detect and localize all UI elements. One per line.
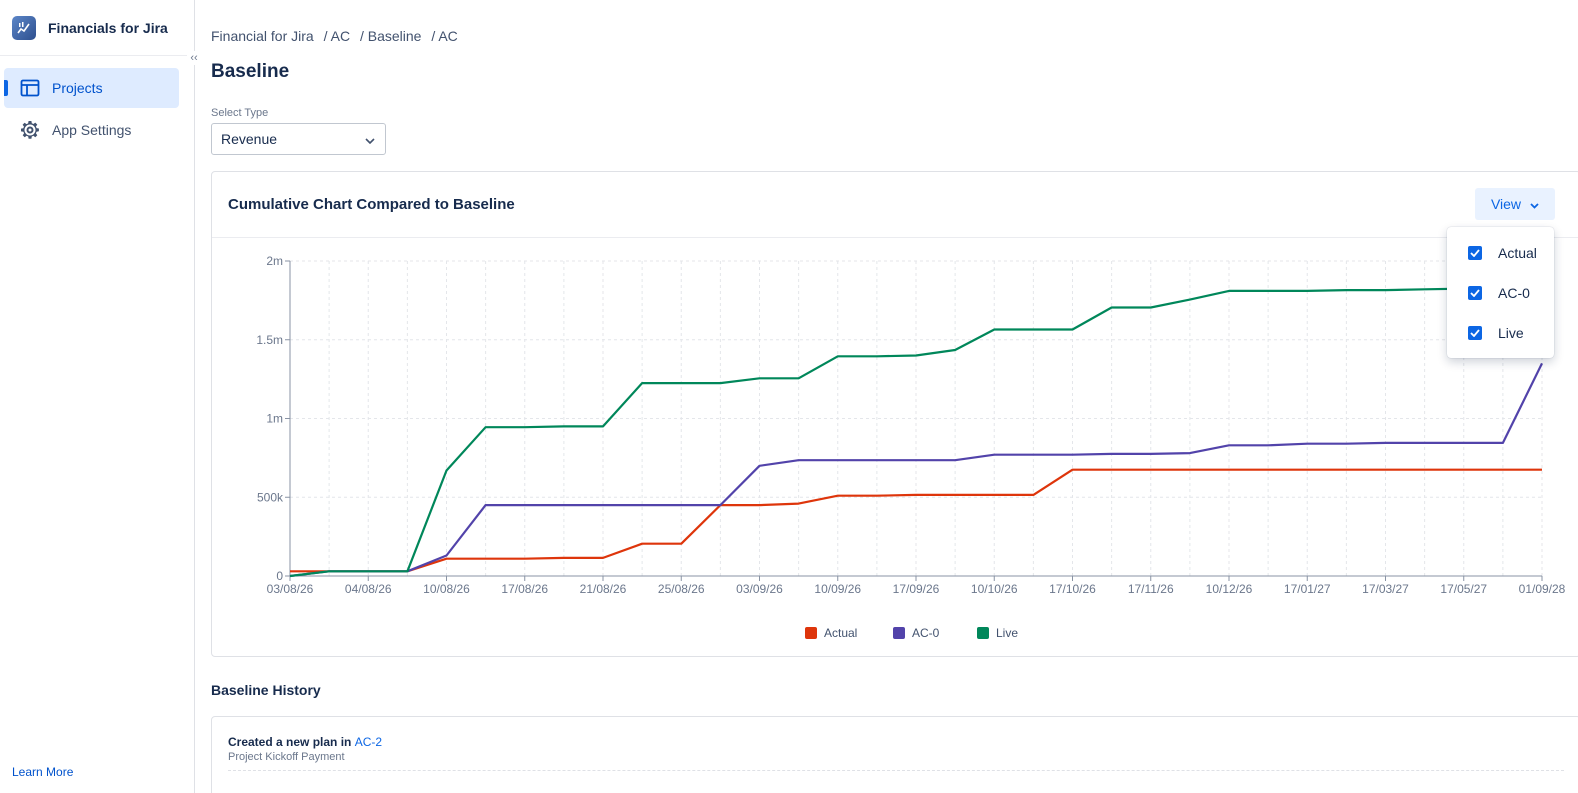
history-entry-link[interactable]: AC-2 [354, 735, 383, 749]
history-entry-subtitle: Project Kickoff Payment [228, 751, 345, 763]
breadcrumb-item[interactable]: / AC [323, 28, 351, 44]
y-tick-label: 0 [276, 569, 283, 583]
legend-label: AC-0 [912, 626, 940, 640]
sidebar-item-label: Projects [52, 80, 103, 96]
y-tick-label: 500k [257, 490, 284, 504]
x-tick-label: 10/12/26 [1206, 582, 1253, 596]
x-tick-label: 10/10/26 [971, 582, 1018, 596]
view-button[interactable]: View [1475, 188, 1555, 220]
sidebar-item-label: App Settings [52, 122, 132, 138]
x-tick-label: 17/09/26 [893, 582, 940, 596]
sidebar-item-projects[interactable]: Projects [4, 68, 179, 108]
view-option-actual[interactable]: Actual [1447, 235, 1554, 271]
series-line-ac-0 [289, 362, 1543, 578]
gear-icon [20, 120, 40, 140]
x-tick-label: 10/09/26 [814, 582, 861, 596]
legend-label: Actual [824, 626, 857, 640]
legend-swatch [977, 627, 989, 639]
history-entry: Created a new plan in AC-2 [228, 735, 382, 749]
chart-card-header: Cumulative Chart Compared to Baseline Vi… [212, 172, 1578, 238]
sidebar-header: Financials for Jira [0, 0, 194, 56]
x-tick-label: 10/08/26 [423, 582, 470, 596]
x-tick-label: 17/05/27 [1440, 582, 1487, 596]
learn-more-link[interactable]: Learn More [12, 765, 74, 779]
page-title: Baseline [211, 61, 290, 82]
x-tick-label: 03/08/26 [267, 582, 314, 596]
chevron-down-icon [1530, 196, 1539, 212]
x-tick-label: 17/10/26 [1049, 582, 1096, 596]
checkbox-checked-icon[interactable] [1468, 286, 1482, 300]
view-button-label: View [1490, 196, 1522, 212]
x-tick-label: 17/11/26 [1128, 582, 1174, 596]
x-tick-label: 25/08/26 [658, 582, 705, 596]
breadcrumb-item[interactable]: Financial for Jira [211, 28, 314, 44]
series-line-live [289, 285, 1543, 578]
app-logo-icon [12, 15, 36, 40]
sidebar: Financials for Jira ‹‹ Projects App Sett… [0, 0, 201, 793]
select-type-dropdown[interactable]: Revenue [211, 123, 386, 155]
y-tick-label: 1.5m [256, 333, 283, 347]
series-line-actual [290, 468, 1542, 573]
legend-swatch [805, 627, 817, 639]
x-tick-label: 21/08/26 [580, 582, 627, 596]
history-divider [228, 770, 1564, 771]
x-tick-label: 17/03/27 [1362, 582, 1409, 596]
chevron-down-icon [365, 131, 375, 147]
select-type-value: Revenue [221, 131, 278, 147]
baseline-history-card: Created a new plan in AC-2 Project Kicko… [211, 716, 1578, 793]
cumulative-chart: 0 500k 1m 1.5m 2m 03/08/26 04/08/26 10/08/26 17/… [256, 254, 1566, 640]
view-option-label: AC-0 [1498, 285, 1530, 301]
view-option-live[interactable]: Live [1447, 315, 1554, 351]
view-option-label: Actual [1498, 245, 1537, 261]
collapse-sidebar-button[interactable]: ‹‹ [187, 51, 201, 65]
select-type-label: Select Type [211, 107, 269, 119]
checkbox-checked-icon[interactable] [1468, 326, 1482, 340]
sidebar-item-app-settings[interactable]: App Settings [4, 110, 179, 150]
app-name: Financials for Jira [48, 19, 168, 36]
history-entry-text: Created a new plan in [228, 735, 352, 749]
baseline-history-title: Baseline History [211, 682, 321, 698]
chart-card-title: Cumulative Chart Compared to Baseline [228, 196, 515, 213]
x-tick-label: 17/08/26 [501, 582, 548, 596]
x-tick-label: 01/09/28 [1519, 582, 1566, 596]
checkbox-checked-icon[interactable] [1468, 246, 1482, 260]
breadcrumb-item[interactable]: / AC [431, 28, 458, 44]
legend-swatch [893, 627, 905, 639]
view-option-ac-0[interactable]: AC-0 [1447, 275, 1554, 311]
breadcrumb-item[interactable]: / Baseline [359, 28, 422, 44]
x-tick-label: 04/08/26 [345, 582, 392, 596]
x-tick-label: 17/01/27 [1284, 582, 1331, 596]
view-dropdown-menu: Actual AC-0 Live [1447, 227, 1554, 358]
view-option-label: Live [1498, 325, 1524, 341]
table-icon [20, 78, 40, 98]
y-tick-label: 2m [266, 254, 283, 268]
legend-label: Live [996, 626, 1018, 640]
x-tick-label: 03/09/26 [736, 582, 783, 596]
y-tick-label: 1m [266, 412, 283, 426]
breadcrumb: Financial for Jira / AC / Baseline / AC [211, 28, 458, 44]
